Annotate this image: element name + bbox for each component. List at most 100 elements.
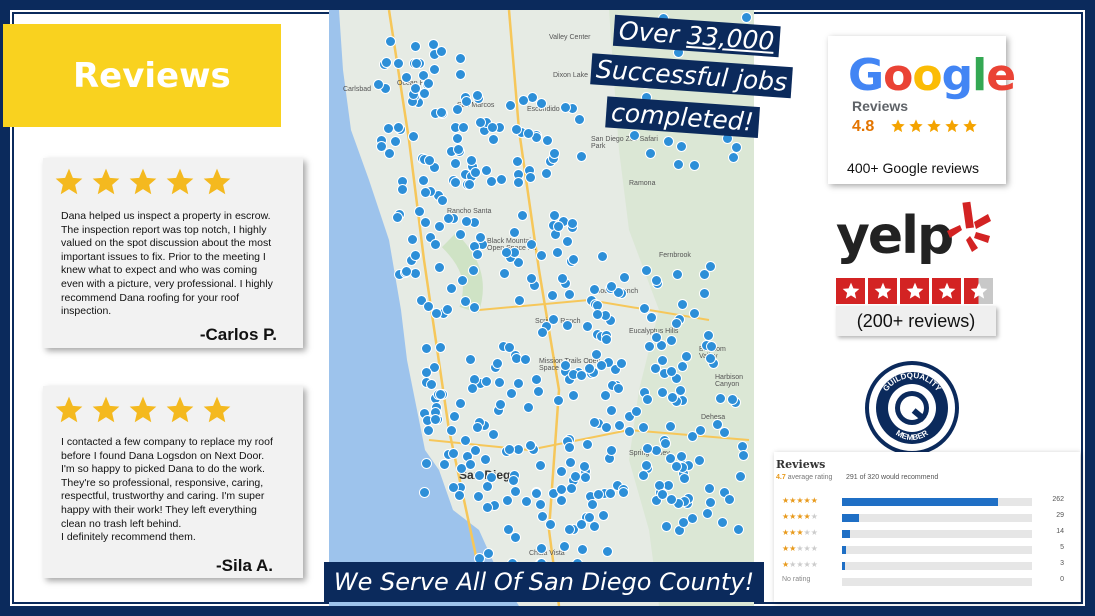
map-pin-icon [503, 444, 515, 456]
star-icon [55, 396, 83, 423]
google-logo-letter: G [848, 50, 884, 101]
map-pin-icon [670, 317, 682, 329]
map-pin-icon [534, 459, 546, 471]
gq-row-stars: ★★★★★ [782, 560, 818, 569]
map-label: San Diego Zoo Safari Park [591, 136, 658, 150]
review-stars [53, 166, 233, 198]
map-pin-icon [735, 471, 747, 483]
map-pin-icon [694, 455, 705, 467]
google-logo-letter: o [883, 50, 913, 101]
map-pin-icon [455, 397, 467, 409]
map-pin-icon [428, 361, 440, 373]
map-pin-icon [496, 173, 508, 185]
map-pin-icon [530, 487, 542, 499]
map-pin-icon [429, 63, 441, 75]
map-pin-icon [390, 136, 402, 148]
map-pin-icon [509, 485, 521, 497]
map-pin-icon [530, 374, 542, 386]
map-pin-icon [446, 282, 458, 294]
map-pin-icon [408, 130, 420, 142]
map-pin-icon [465, 154, 477, 166]
gq-average-value: 4.7 [776, 474, 786, 481]
map-pin-icon [651, 274, 663, 286]
map-pin-icon [381, 56, 393, 68]
gq-row-count: 14 [1056, 528, 1064, 535]
map-pin-icon [671, 461, 683, 473]
gq-rating-row: ★★★★★ 3 [782, 560, 1072, 572]
google-rating: 4.8 [852, 118, 875, 135]
map-pin-icon [518, 94, 530, 106]
map-pin-icon [466, 382, 478, 394]
jobs-banner-line3: completed! [605, 96, 760, 138]
gq-average-rating: 4.7 average rating [776, 474, 832, 481]
map-pin-icon [728, 152, 740, 164]
map-pin-icon [503, 342, 515, 354]
gq-row-bar [842, 498, 1032, 506]
gq-row-bar [842, 530, 1032, 538]
map-pin-icon [606, 404, 618, 416]
map-pin-icon [596, 251, 608, 263]
map-pin-icon [470, 166, 482, 178]
map-pin-icon [618, 271, 630, 283]
map-pin-icon [450, 158, 462, 170]
map-label: Escondido [527, 106, 560, 113]
map-pin-icon [472, 90, 484, 102]
map-pin-icon [436, 106, 448, 118]
map-pin-icon [409, 82, 421, 94]
map-pin-icon [441, 304, 453, 316]
map-pin-icon [508, 474, 520, 486]
map-pin-icon [645, 148, 657, 160]
yelp-review-count: (200+ reviews) [836, 306, 996, 336]
star-icon [92, 168, 120, 195]
map-pin-icon [384, 148, 396, 160]
map-pin-icon [732, 524, 744, 536]
map-pin-icon [446, 424, 458, 436]
map-pin-icon [661, 521, 673, 533]
review-author: -Sila A. [216, 556, 273, 575]
map-pin-icon [455, 52, 466, 64]
map-label: Carlsbad [343, 86, 372, 93]
map-pin-icon [723, 493, 735, 505]
gq-row-bar-fill [842, 498, 998, 506]
map-pin-icon [382, 122, 394, 134]
map-pin-icon [703, 482, 715, 494]
map-pin-icon [417, 175, 429, 187]
map-pin-icon [561, 235, 573, 247]
map-label: San Marcos [457, 102, 495, 109]
map-pin-icon [373, 79, 385, 91]
map-pin-icon [475, 232, 487, 244]
map-pin-icon [612, 383, 624, 395]
google-stars [890, 118, 978, 134]
google-reviews-caption: 400+ Google reviews [847, 160, 979, 176]
map-pin-icon [423, 78, 435, 90]
map-pin-icon [535, 542, 547, 554]
guildquality-seal: GUILDQUALITY MEMBER [864, 360, 960, 456]
map-pin-icon [679, 472, 691, 484]
map-pin-icon [638, 470, 650, 482]
review-stars [53, 394, 233, 426]
map-pin-icon [460, 96, 472, 108]
map-pin-icon [558, 540, 570, 552]
map-pin-icon [521, 495, 533, 507]
map-pin-icon [563, 289, 575, 301]
map-pin-icon [472, 491, 484, 503]
map-pin-icon [579, 472, 591, 484]
jobs-count: 33,000 [685, 20, 776, 56]
map-pin-icon [396, 183, 408, 195]
map-pin-icon [468, 265, 480, 277]
map-pin-icon [541, 168, 553, 180]
map-pin-icon [501, 494, 513, 506]
map-pin-icon [525, 272, 537, 284]
yelp-star-icon [900, 278, 929, 304]
gq-row-bar [842, 546, 1032, 554]
google-logo-letter: o [912, 50, 942, 101]
map-pin-icon [559, 102, 571, 114]
gq-recommend-count: 291 of 320 would recommend [846, 474, 939, 481]
map-pin-icon [667, 392, 679, 404]
gq-rating-row: No rating 0 [782, 576, 1072, 588]
gq-row-bar-fill [842, 562, 845, 570]
star-icon [909, 119, 923, 133]
map-pin-icon [575, 151, 587, 162]
map-pin-icon [705, 340, 717, 352]
